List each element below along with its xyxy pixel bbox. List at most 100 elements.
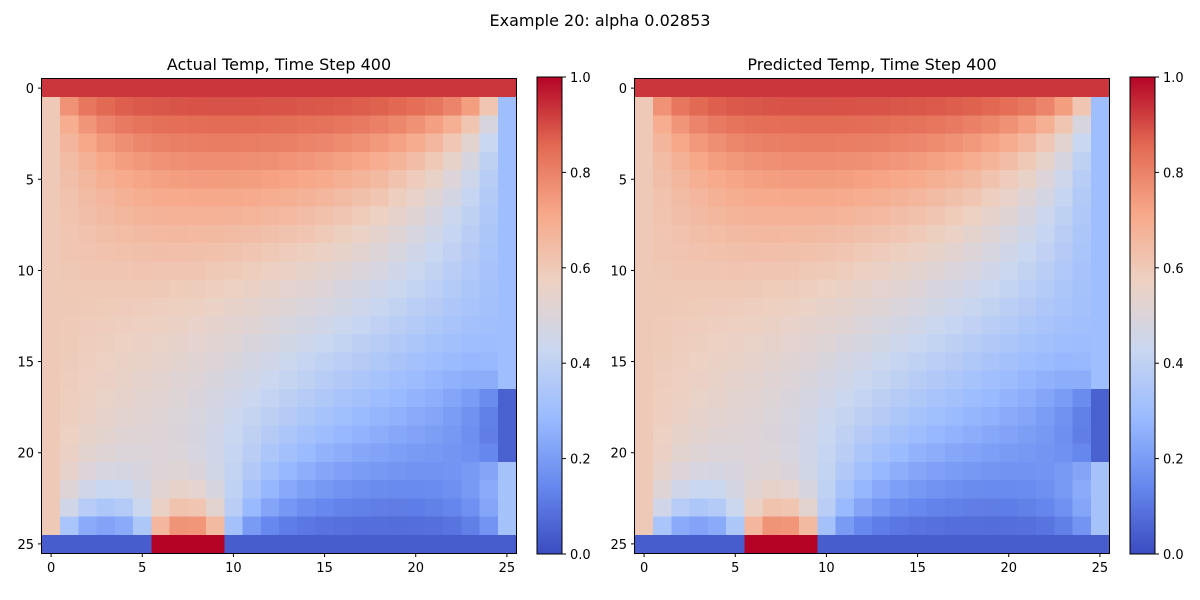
heatmap-cell [315, 243, 335, 262]
heatmap-cell [242, 370, 262, 390]
heatmap-cell [890, 388, 909, 408]
heatmap-cell [762, 498, 782, 517]
y-tick-label: 20 [17, 447, 34, 462]
x-tick-label: 10 [225, 561, 242, 576]
heatmap-cell [169, 425, 189, 445]
heatmap-cell [926, 188, 946, 208]
heatmap-cell [424, 516, 444, 536]
heatmap-cell [963, 443, 982, 463]
heatmap-cell [944, 297, 964, 317]
heatmap-cell [206, 97, 225, 116]
heatmap-cell [1017, 224, 1037, 244]
heatmap-cell [224, 297, 243, 317]
heatmap-cell [351, 370, 371, 390]
heatmap-cell [60, 407, 79, 426]
heatmap-cell [1017, 370, 1037, 390]
heatmap-cell [78, 97, 98, 116]
heatmap-cell [817, 133, 836, 153]
heatmap-cell [461, 206, 480, 226]
heatmap-cell [133, 388, 152, 408]
heatmap-cell [780, 224, 800, 244]
heatmap-cell [333, 498, 353, 517]
heatmap-cell [689, 407, 709, 426]
heatmap-cell [315, 133, 335, 153]
heatmap-cell [114, 498, 134, 517]
heatmap-cell [279, 97, 298, 116]
heatmap-cell [853, 388, 873, 408]
heatmap-cell [461, 443, 480, 463]
heatmap-cell [908, 461, 928, 481]
heatmap-cell [853, 243, 873, 262]
heatmap-cell [315, 261, 335, 280]
heatmap-cell [187, 206, 207, 226]
heatmap-cell [707, 243, 727, 262]
heatmap-cell [315, 279, 335, 299]
heatmap-cell [351, 534, 371, 554]
heatmap-cell [707, 370, 727, 390]
heatmap-cell [1036, 352, 1055, 372]
heatmap-cell [944, 115, 964, 135]
heatmap-cell [744, 316, 764, 335]
heatmap-cell [206, 243, 225, 262]
heatmap-cell [206, 79, 225, 98]
heatmap-cell [169, 188, 189, 208]
heatmap-cell [1017, 115, 1037, 135]
heatmap-cell [388, 425, 408, 445]
heatmap-cell [206, 261, 225, 280]
heatmap-cell [388, 388, 408, 408]
heatmap-cell [999, 261, 1019, 280]
heatmap-cell [461, 133, 480, 153]
heatmap-cell [635, 480, 654, 499]
heatmap-cell [297, 334, 316, 353]
heatmap-cell [963, 334, 982, 353]
heatmap-cell [853, 461, 873, 481]
heatmap-cell [744, 461, 764, 481]
heatmap-cell [1054, 79, 1073, 98]
heatmap-cell [187, 97, 207, 116]
heatmap-cell [333, 151, 353, 171]
heatmap-cell [926, 388, 946, 408]
heatmap-cell [799, 151, 818, 171]
heatmap-cell [406, 498, 426, 517]
heatmap-cell [908, 188, 928, 208]
heatmap-cell [224, 316, 243, 335]
heatmap-cell [279, 425, 298, 445]
heatmap-cell [206, 297, 225, 317]
heatmap-cell [242, 261, 262, 280]
heatmap-cell [187, 170, 207, 189]
heatmap-cell [1090, 480, 1110, 499]
heatmap-cell [461, 79, 480, 98]
heatmap-cell [707, 133, 727, 153]
heatmap-cell [653, 480, 672, 499]
heatmap-cell [817, 407, 836, 426]
heatmap-cell [78, 261, 98, 280]
heatmap-cell [315, 407, 335, 426]
heatmap-cell [744, 206, 764, 226]
heatmap-cell [60, 297, 79, 317]
heatmap-cell [443, 534, 462, 554]
heatmap-cell [351, 334, 371, 353]
heatmap-cell [297, 443, 316, 463]
heatmap-cell [963, 352, 982, 372]
heatmap-cell [872, 133, 891, 153]
heatmap-cell [853, 480, 873, 499]
heatmap-cell [206, 534, 225, 554]
heatmap-cell [461, 461, 480, 481]
heatmap-cell [1036, 388, 1055, 408]
heatmap-cell [890, 79, 909, 98]
heatmap-cell [1072, 79, 1092, 98]
heatmap-cell [187, 224, 207, 244]
heatmap-cell [42, 151, 61, 171]
heatmap-cell [981, 133, 1001, 153]
heatmap-cell [780, 334, 800, 353]
heatmap-cell [707, 534, 727, 554]
heatmap-cell [260, 425, 280, 445]
heatmap-cell [1017, 279, 1037, 299]
heatmap-cell [370, 188, 389, 208]
heatmap-cell [351, 407, 371, 426]
heatmap-cell [497, 206, 517, 226]
heatmap-cell [635, 97, 654, 116]
heatmap-cell [653, 79, 672, 98]
heatmap-cell [835, 97, 855, 116]
heatmap-cell [206, 498, 225, 517]
